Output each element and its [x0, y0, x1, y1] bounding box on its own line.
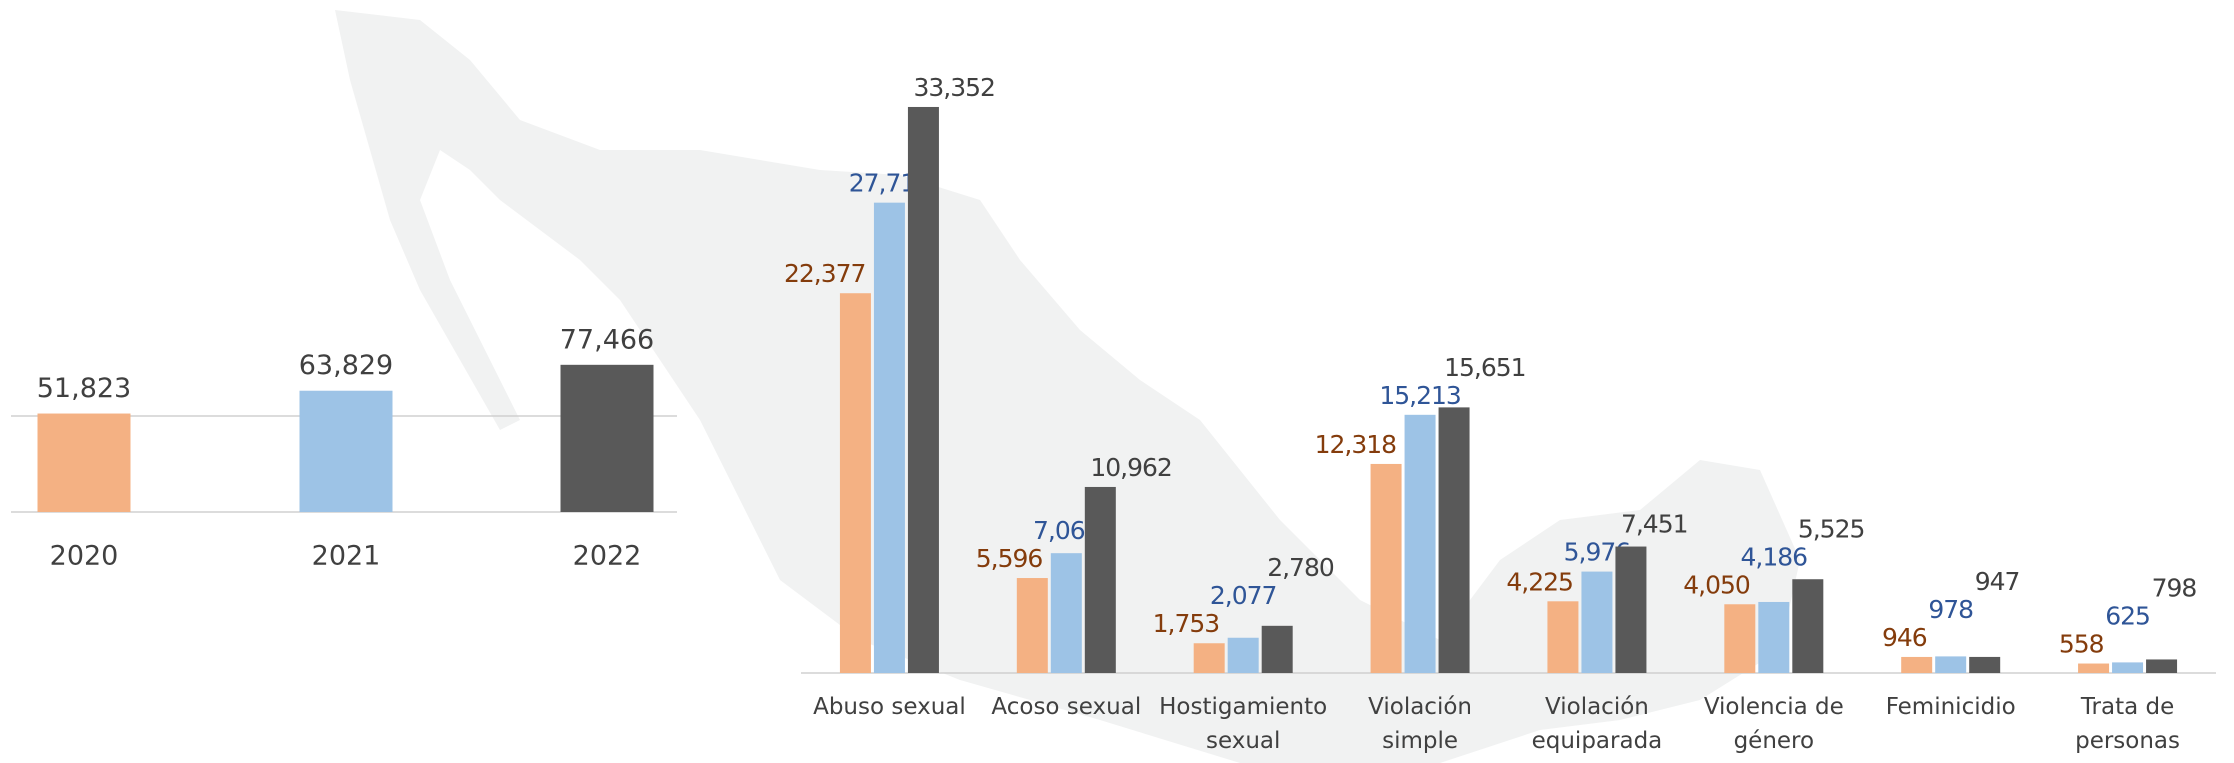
value-label: 5,525	[1798, 514, 1865, 543]
bar	[1581, 571, 1613, 673]
value-label: 946	[1882, 623, 1927, 652]
bar	[560, 364, 654, 512]
x-tick-label: Feminicidio	[1885, 694, 2016, 720]
value-label: 5,596	[976, 544, 1043, 573]
map-silhouette	[335, 10, 1800, 763]
bar	[907, 106, 939, 673]
value-label: 33,352	[913, 73, 994, 102]
bar	[2112, 662, 2144, 673]
x-tick-label: Violación simple	[1368, 694, 1472, 754]
value-label: 22,377	[784, 259, 865, 288]
bar	[299, 390, 393, 512]
value-label: 7,451	[1621, 510, 1688, 539]
bar	[1758, 601, 1790, 673]
x-tick-label: 2020	[50, 541, 119, 572]
value-label: 10,962	[1090, 453, 1171, 482]
bar	[1261, 625, 1293, 673]
x-tick-label: Acoso sexual	[991, 694, 1142, 720]
value-label: 2,780	[1267, 553, 1334, 582]
value-label: 15,213	[1379, 381, 1460, 410]
bar	[1016, 578, 1048, 673]
value-label: 4,225	[1506, 567, 1573, 596]
bar	[1792, 579, 1824, 673]
bar	[1370, 463, 1402, 673]
bar	[1193, 643, 1225, 673]
bar	[2078, 663, 2110, 673]
x-tick-label: Violación equiparada	[1531, 694, 1663, 754]
bar	[1615, 546, 1647, 673]
value-label: 558	[2059, 630, 2104, 659]
value-label: 798	[2152, 574, 2197, 603]
bar	[1050, 553, 1082, 673]
value-label: 15,651	[1444, 353, 1525, 382]
value-label: 12,318	[1315, 430, 1397, 459]
x-tick-label: Hostigamiento sexual	[1159, 694, 1328, 754]
value-label: 2,077	[1210, 581, 1277, 610]
bar	[1969, 656, 2001, 673]
value-label: 978	[1928, 595, 1973, 624]
value-label: 51,823	[37, 373, 131, 404]
x-tick-label: Trata de personas	[2075, 694, 2181, 754]
x-tick-label: Abuso sexual	[813, 694, 966, 720]
value-label: 4,050	[1683, 570, 1750, 599]
bar	[2146, 659, 2178, 673]
bar	[1227, 637, 1259, 673]
bar	[1404, 414, 1436, 673]
bar	[1084, 486, 1116, 673]
value-label: 1,753	[1153, 609, 1220, 638]
value-label: 63,829	[299, 350, 393, 381]
x-tick-label: 2021	[312, 541, 381, 572]
value-label: 625	[2105, 602, 2150, 631]
value-label: 4,186	[1741, 542, 1808, 571]
bar	[1547, 601, 1579, 673]
bar	[873, 202, 905, 674]
value-label: 947	[1975, 567, 2020, 596]
x-tick-label: 2022	[573, 541, 642, 572]
bar	[1724, 604, 1756, 673]
value-label: 77,466	[560, 324, 654, 355]
bar	[1935, 656, 1967, 673]
bar	[37, 413, 131, 512]
bar	[839, 293, 871, 673]
bar	[1438, 407, 1470, 673]
bar	[1901, 656, 1933, 673]
x-tick-label: Violencia de género	[1703, 694, 1844, 754]
